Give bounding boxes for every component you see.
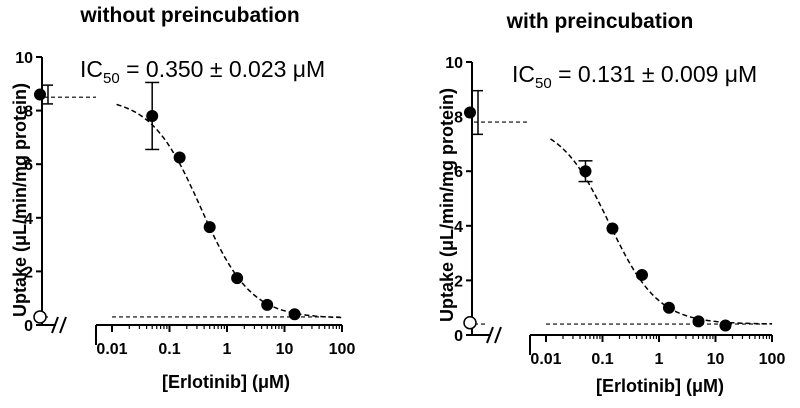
right-ic50-prefix: IC <box>512 61 535 87</box>
right-panel: with preincubation Uptake (μL/min/mg pro… <box>437 10 785 396</box>
right-ic50-value: = 0.131 ± 0.009 μM <box>552 61 758 87</box>
right-x-tick-label: 10 <box>707 351 725 368</box>
left-control-point <box>34 88 46 101</box>
right-basal-point <box>463 315 477 330</box>
left-fit-curve <box>116 103 342 319</box>
right-data-point <box>579 165 592 178</box>
left-axis-break-mark <box>59 316 67 334</box>
right-data-point <box>635 268 648 281</box>
right-x-tick-label: 100 <box>759 351 786 368</box>
left-y-tick-label: 6 <box>24 157 33 174</box>
left-data-point <box>203 221 216 234</box>
right-y-tick-label: 0 <box>454 328 463 345</box>
left-ic50-subscript: 50 <box>103 70 120 87</box>
right-x-axis-label: [Erlotinib] (μM) <box>596 376 724 396</box>
left-y-tick-label: 10 <box>15 50 33 67</box>
left-data-point <box>146 109 159 122</box>
right-data-point <box>606 222 619 235</box>
left-y-tick-label: 8 <box>24 104 33 121</box>
right-ic50-annotation: IC50 = 0.131 ± 0.009 μM <box>512 61 757 92</box>
right-y-tick-label: 8 <box>454 110 463 127</box>
left-data-point <box>173 151 186 164</box>
right-title: with preincubation <box>506 10 694 33</box>
left-data-point <box>231 272 244 285</box>
left-y-tick-label: 2 <box>24 264 33 281</box>
right-data-point <box>662 301 675 314</box>
left-data-point <box>261 298 274 311</box>
left-ic50-value: = 0.350 ± 0.023 μM <box>120 56 326 82</box>
left-y-axis-label: Uptake (μL/min/mg protein) <box>10 83 30 317</box>
left-y-tick-label: 4 <box>24 211 33 228</box>
right-axis-break-mark <box>486 326 494 344</box>
left-x-tick-label: 0.1 <box>158 341 180 358</box>
left-x-axis-label: [Erlotinib] (μM) <box>162 372 290 392</box>
right-data-point <box>692 315 705 328</box>
right-x-tick-label: 1 <box>655 351 664 368</box>
left-x-tick-label: 10 <box>276 341 294 358</box>
right-y-tick-label: 4 <box>454 219 463 236</box>
right-y-axis-label: Uptake (μL/min/mg protein) <box>437 88 457 322</box>
right-ic50-subscript: 50 <box>535 75 552 92</box>
left-x-tick-label: 100 <box>329 341 356 358</box>
left-x-tick-label: 1 <box>223 341 232 358</box>
left-plot-area: 0 2 4 6 8 10 0.01 0.1 1 10 100 <box>15 50 355 358</box>
left-data-point <box>288 308 301 321</box>
left-y-tick-label: 0 <box>24 318 33 335</box>
left-title: without preincubation <box>79 4 299 27</box>
right-x-tick-label: 0.1 <box>591 351 613 368</box>
right-y-tick-label: 6 <box>454 164 463 181</box>
right-data-point <box>719 319 732 332</box>
right-axis-break-mark <box>494 326 502 344</box>
left-ic50-prefix: IC <box>80 56 103 82</box>
left-basal-point <box>33 310 47 324</box>
left-axis-break-mark <box>51 316 59 334</box>
left-panel: without preincubation Uptake (μL/min/mg … <box>10 4 355 392</box>
right-control-point <box>464 106 476 119</box>
right-y-tick-label: 2 <box>454 273 463 290</box>
right-x-tick-label: 0.01 <box>530 351 561 368</box>
left-ic50-annotation: IC50 = 0.350 ± 0.023 μM <box>80 56 325 87</box>
left-x-tick-label: 0.01 <box>96 341 127 358</box>
right-y-tick-label: 10 <box>445 55 463 72</box>
right-plot-area: 0 2 4 6 8 10 0.01 0.1 1 10 100 <box>445 55 785 368</box>
